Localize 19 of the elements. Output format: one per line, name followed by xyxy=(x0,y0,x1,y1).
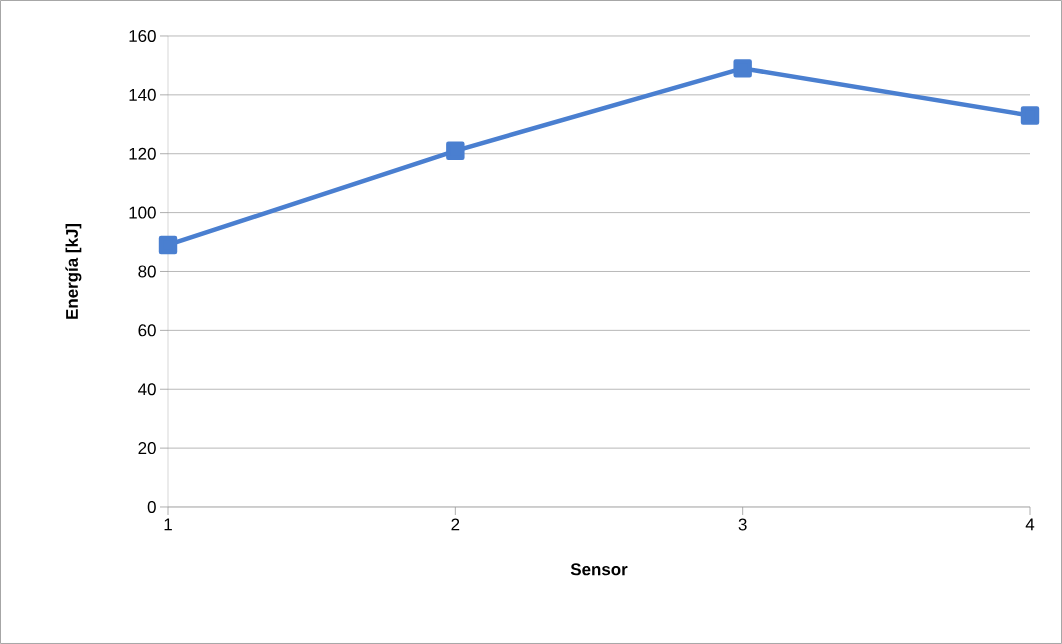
y-tick-label: 100 xyxy=(129,206,156,219)
y-tick-label: 160 xyxy=(129,29,156,42)
y-tick-label: 20 xyxy=(138,442,156,455)
x-tick-label: 4 xyxy=(1025,518,1035,531)
point xyxy=(446,141,465,160)
point xyxy=(733,59,752,78)
y-tick-label: 40 xyxy=(138,383,156,396)
x-tick-label: 1 xyxy=(164,518,172,531)
y-tick-label: 0 xyxy=(147,500,156,513)
x-tick-label: 2 xyxy=(451,518,460,531)
x-axis-title: Sensor xyxy=(570,563,628,576)
point xyxy=(158,235,178,255)
y-tick-label: 60 xyxy=(138,324,156,337)
y-tick-label: 140 xyxy=(129,88,156,101)
y-tick-label: 120 xyxy=(129,147,156,160)
y-axis-title: Energía [kJ] xyxy=(65,223,82,319)
x-tick-label: 3 xyxy=(738,518,747,531)
y-tick-label: 80 xyxy=(138,265,156,278)
point xyxy=(1020,106,1040,125)
